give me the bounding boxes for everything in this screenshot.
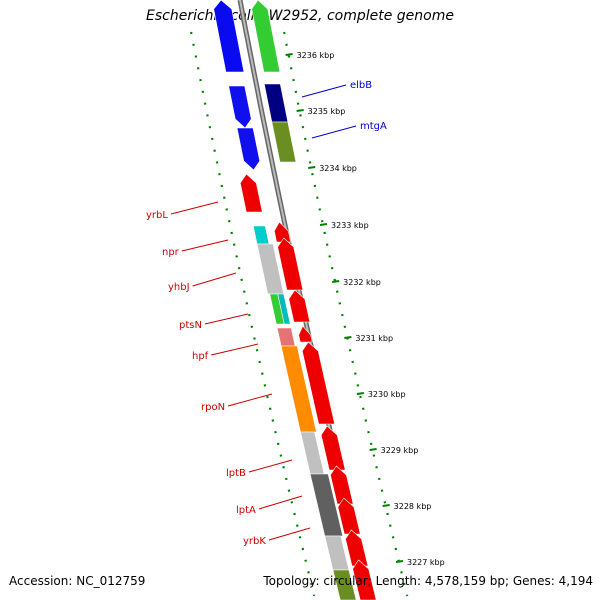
gene-label-reverse: hpf — [192, 351, 209, 362]
scale-tick-label: 3228 kbp — [394, 502, 432, 511]
gene-label-leader — [211, 343, 259, 356]
gene-feature — [309, 473, 344, 537]
gene-label-leader — [181, 239, 229, 252]
scale-tick-label: 3233 kbp — [331, 221, 369, 230]
gene-feature — [301, 341, 336, 425]
scale-tick-mark — [369, 448, 377, 451]
gene-feature — [228, 85, 252, 129]
scale-tick-label: 3234 kbp — [319, 164, 357, 173]
gene-feature — [280, 345, 317, 433]
topology-summary: Topology: circular; Length: 4,578,159 bp… — [263, 574, 593, 588]
gene-feature — [324, 535, 350, 571]
gene-label-leader — [268, 527, 311, 541]
scale-tick-mark — [308, 166, 316, 169]
gene-label-leader — [258, 495, 303, 510]
accession-text: Accession: NC_012759 — [9, 574, 146, 588]
scale-tick-label: 3230 kbp — [368, 390, 406, 399]
gene-label-leader — [227, 393, 273, 407]
scale-tick-label: 3236 kbp — [297, 51, 335, 60]
gene-feature — [252, 225, 270, 245]
gene-label-reverse: lptA — [236, 505, 256, 516]
gene-feature — [271, 121, 297, 163]
scale-tick-mark — [332, 280, 340, 283]
gene-label-reverse: lptB — [226, 468, 246, 479]
gene-label-forward: elbB — [350, 80, 372, 91]
gene-feature — [236, 127, 261, 171]
gene-label-leader — [311, 125, 357, 139]
scale-tick-mark — [344, 336, 352, 339]
gene-label-reverse: npr — [162, 247, 180, 258]
gene-feature — [298, 325, 313, 343]
gene-feature — [273, 221, 291, 243]
scale-tick-mark — [395, 560, 404, 563]
gene-label-leader — [192, 272, 237, 287]
gene-feature — [277, 293, 291, 325]
gene-feature — [276, 327, 296, 347]
gene-feature — [345, 529, 369, 567]
gene-features — [213, 0, 377, 600]
gene-label-reverse: yhbJ — [168, 282, 190, 293]
gene-feature — [332, 569, 357, 600]
gene-feature — [320, 425, 346, 471]
scale-tick-label: 3231 kbp — [355, 334, 393, 343]
gene-feature — [300, 431, 325, 475]
gene-feature — [251, 0, 281, 73]
gene-labels: elbB mtgA yrbL npr yhbJ ptsN hpf rpoN lptB lptA yr… — [146, 80, 387, 547]
gene-feature — [239, 173, 263, 213]
scale-tick-mark — [296, 109, 304, 112]
gene-label-leader — [170, 201, 219, 215]
gene-label-reverse: yrbK — [243, 536, 266, 547]
scale-tick-mark — [382, 504, 390, 507]
gene-label-reverse: ptsN — [179, 320, 202, 331]
scale-tick-labels: 3236 kbp 3235 kbp 3234 kbp 3233 kbp 3232 kbp… — [285, 51, 445, 567]
scale-tick-mark — [285, 53, 293, 56]
gene-feature — [213, 0, 245, 73]
scale-tick-label: 3235 kbp — [308, 107, 346, 116]
left-dotted-guide — [190, 31, 316, 597]
gene-label-forward: mtgA — [360, 121, 387, 132]
gene-label-reverse: yrbL — [146, 210, 168, 221]
scale-tick-mark — [319, 223, 328, 226]
gene-label-reverse: rpoN — [201, 402, 225, 413]
gene-label-leader — [301, 84, 347, 98]
gene-label-leader — [248, 459, 293, 473]
right-dotted-guide — [283, 31, 409, 597]
dotted-guide-lines — [190, 31, 409, 597]
gene-feature — [263, 83, 289, 123]
gene-label-leader — [204, 313, 249, 325]
gene-feature — [352, 559, 377, 600]
scale-tick-mark — [356, 392, 364, 395]
scale-tick-label: 3227 kbp — [407, 558, 445, 567]
scale-tick-label: 3229 kbp — [381, 446, 419, 455]
scale-tick-label: 3232 kbp — [343, 278, 381, 287]
gene-feature — [288, 289, 311, 323]
